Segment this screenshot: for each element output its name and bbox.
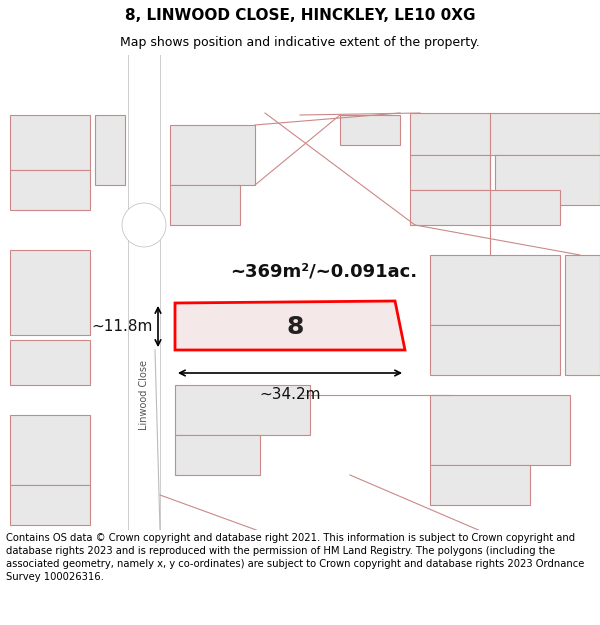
Polygon shape — [430, 255, 560, 325]
Polygon shape — [10, 115, 90, 170]
Polygon shape — [340, 115, 400, 145]
Circle shape — [122, 203, 166, 247]
Polygon shape — [430, 465, 530, 505]
Polygon shape — [495, 155, 600, 205]
Polygon shape — [10, 415, 90, 485]
Polygon shape — [170, 185, 240, 225]
Text: Linwood Close: Linwood Close — [139, 360, 149, 430]
Polygon shape — [430, 325, 560, 375]
Polygon shape — [10, 250, 90, 335]
Text: ~369m²/~0.091ac.: ~369m²/~0.091ac. — [230, 262, 417, 280]
Polygon shape — [565, 255, 600, 375]
Polygon shape — [95, 115, 125, 185]
Polygon shape — [430, 395, 570, 465]
Text: ~34.2m: ~34.2m — [259, 387, 321, 402]
Polygon shape — [10, 485, 90, 525]
FancyBboxPatch shape — [128, 45, 160, 540]
Text: Contains OS data © Crown copyright and database right 2021. This information is : Contains OS data © Crown copyright and d… — [6, 533, 584, 582]
Polygon shape — [410, 155, 490, 190]
Text: Map shows position and indicative extent of the property.: Map shows position and indicative extent… — [120, 36, 480, 49]
Polygon shape — [10, 340, 90, 385]
Polygon shape — [175, 435, 260, 475]
Polygon shape — [175, 301, 405, 350]
Text: ~11.8m: ~11.8m — [92, 319, 153, 334]
Text: 8, LINWOOD CLOSE, HINCKLEY, LE10 0XG: 8, LINWOOD CLOSE, HINCKLEY, LE10 0XG — [125, 8, 475, 23]
Polygon shape — [410, 113, 600, 155]
Text: 8: 8 — [286, 314, 304, 339]
Polygon shape — [10, 170, 90, 210]
Polygon shape — [170, 125, 255, 185]
Polygon shape — [175, 385, 310, 435]
Polygon shape — [410, 190, 560, 225]
